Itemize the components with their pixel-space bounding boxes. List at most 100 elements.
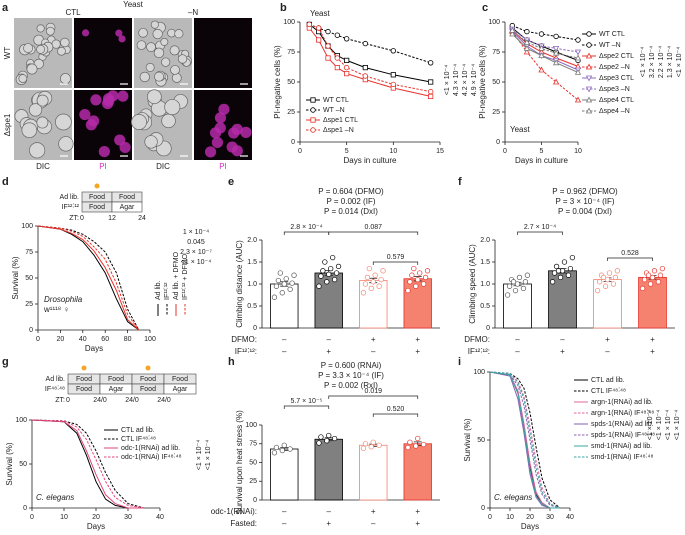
- panel-a: a Yeast CTL –N WT Δspe1 DIC PI DIC PI: [2, 0, 227, 171]
- data-point: [291, 272, 297, 278]
- data-point: [360, 290, 367, 296]
- comparison-p: 5.7 × 10⁻⁵: [290, 398, 322, 405]
- marker: [390, 48, 397, 54]
- y-axis-label: Climbing speed (AUC): [468, 244, 477, 324]
- data-point: [275, 277, 282, 284]
- marker: [509, 30, 516, 37]
- legend-label: Δspe4 –N: [599, 108, 630, 115]
- y-tick-label: 2.0: [480, 237, 490, 244]
- marker: [325, 55, 331, 61]
- strain-label: WT: [3, 47, 12, 60]
- data-point: [330, 254, 336, 261]
- schedule-cell-label: Food: [119, 194, 135, 201]
- data-point: [287, 286, 293, 292]
- cell: [90, 94, 102, 106]
- legend-label: CTL IF⁴⁸˸⁴⁸: [121, 436, 156, 443]
- series-line: [308, 27, 431, 97]
- stat-text: P = 0.002 (RxI): [324, 381, 378, 390]
- panel-letter: h: [228, 356, 235, 368]
- channel-label: PI: [219, 162, 227, 171]
- legend-label: Δspe1 –N: [323, 127, 354, 134]
- data-point: [420, 441, 427, 448]
- y-tick-label: 1.5: [480, 259, 490, 266]
- zt-tick: 24/0: [125, 397, 139, 404]
- marker: [427, 88, 434, 95]
- schedule-cell-label: Food: [89, 194, 105, 201]
- x-tick-label: 5: [540, 148, 544, 155]
- p-value: <1 × 10⁻⁴: [444, 65, 451, 95]
- x-axis-label: Days: [521, 522, 539, 531]
- marker: [552, 78, 560, 85]
- data-point: [422, 274, 429, 281]
- data-point: [555, 268, 562, 274]
- data-point: [647, 281, 654, 287]
- comparison-p: 0.087: [364, 224, 382, 231]
- cell: [136, 40, 147, 50]
- annotation: Yeast: [310, 9, 331, 18]
- cell: [169, 45, 180, 56]
- y-axis-label: PI-negative cells (%): [478, 45, 487, 119]
- cell: [21, 122, 38, 138]
- cell: [228, 127, 240, 139]
- micrograph: [194, 18, 252, 88]
- cell: [146, 42, 156, 52]
- y-tick-label: 50: [492, 79, 500, 86]
- data-point: [362, 281, 369, 287]
- annotation: C. elegans: [494, 493, 532, 502]
- marker: [344, 71, 350, 77]
- data-point: [510, 279, 517, 285]
- x-axis-label: Days in culture: [515, 156, 568, 165]
- row-sign: +: [650, 347, 655, 356]
- data-point: [614, 268, 621, 274]
- schedule-cell: [163, 383, 197, 395]
- comparison-p: 0.019: [364, 388, 382, 395]
- data-point: [606, 270, 613, 276]
- marker: [585, 52, 593, 59]
- x-tick-label: 10: [60, 514, 68, 521]
- y-tick-label: 25: [492, 109, 500, 116]
- comparison-bracket: [283, 405, 330, 409]
- data-point: [565, 272, 572, 278]
- y-tick-label: 75: [249, 441, 257, 448]
- data-point: [520, 285, 527, 292]
- zt-tick: 24/0: [157, 397, 171, 404]
- stat-text: P = 0.962 (DFMO): [552, 187, 618, 196]
- cell: [209, 127, 222, 139]
- row-label: IF¹²˸¹²:: [468, 347, 490, 356]
- y-tick-label: 0: [253, 497, 257, 504]
- row-sign: +: [371, 335, 376, 344]
- moon-icon: [178, 365, 181, 371]
- data-point: [405, 287, 411, 294]
- p-value: <1 × 10⁻⁴: [665, 410, 672, 440]
- x-axis-label: Days in culture: [344, 156, 397, 165]
- row-sign: –: [282, 519, 287, 528]
- p-value: 4.3 × 10⁻⁴: [453, 64, 460, 96]
- legend-label: spds-1(RNAi) IF⁴⁸˸⁴⁸: [591, 432, 655, 439]
- data-point: [504, 292, 511, 298]
- row-sign: +: [415, 347, 420, 356]
- data-point: [318, 434, 324, 440]
- data-point: [415, 435, 421, 442]
- marker: [574, 54, 582, 61]
- sun-icon: [94, 183, 100, 189]
- data-point: [549, 279, 556, 285]
- data-point: [279, 447, 285, 454]
- y-tick-label: 0: [23, 505, 27, 512]
- row-sign: –: [515, 335, 520, 344]
- cell: [160, 57, 171, 67]
- zt-tick: 0: [80, 215, 84, 222]
- x-tick-label: 40: [566, 514, 574, 521]
- data-point: [411, 265, 417, 272]
- row-sign: –: [327, 507, 332, 516]
- data-point: [324, 438, 330, 444]
- schedule-row-label: Ad lib.: [46, 376, 66, 383]
- cell: [138, 27, 148, 38]
- marker: [552, 46, 560, 52]
- data-point: [331, 435, 338, 442]
- legend-label: CTL ad lib.: [121, 427, 155, 434]
- y-tick-label: 0.5: [247, 303, 257, 310]
- series-line: [31, 419, 144, 509]
- cell: [118, 35, 126, 43]
- p-value: 2.2 × 10⁻⁴: [658, 46, 665, 78]
- row-label: Fasted:: [230, 519, 257, 528]
